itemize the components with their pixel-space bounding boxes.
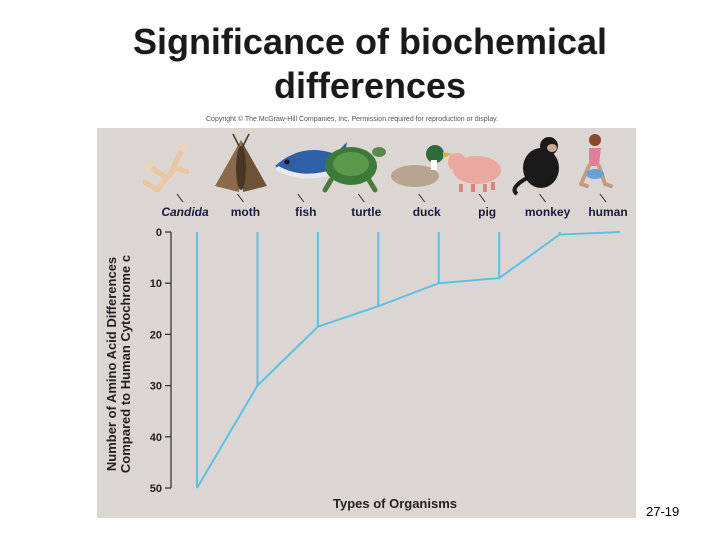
label-pointer-fish: [297, 193, 305, 203]
y-axis-title-line-1: Number of Amino Acid Differences: [104, 257, 119, 471]
label-pointer-monkey: [539, 193, 546, 203]
category-label-turtle: turtle: [351, 205, 381, 219]
copyright-notice: Copyright © The McGraw-Hill Companies, I…: [206, 116, 499, 123]
label-pointer-duck: [418, 193, 426, 203]
label-pointer-turtle: [357, 193, 365, 203]
y-tick-label-10: 10: [150, 278, 162, 290]
category-label-candida: Candida: [161, 205, 209, 219]
y-axis-tick-labels: 0 10 20 30 40 50: [150, 227, 162, 495]
title-line-2: differences: [273, 65, 467, 106]
y-tick-label-0: 0: [156, 227, 162, 239]
y-tick-label-30: 30: [150, 381, 162, 393]
x-axis-title: Types of Organisms: [333, 496, 457, 511]
turtle-illustration: [322, 147, 386, 193]
chart-panel: Candida moth fish turtle duck pig monkey human …: [97, 128, 636, 518]
category-label-monkey: monkey: [525, 205, 571, 219]
y-tick-label-40: 40: [150, 432, 162, 444]
organism-illustrations: [142, 133, 613, 196]
y-tick-label-20: 20: [150, 329, 162, 341]
label-pointer-candida: [176, 193, 184, 203]
slide-number: 27-19: [646, 504, 680, 519]
y-axis-ticks: [165, 231, 171, 489]
category-label-human: human: [588, 205, 627, 219]
label-pointer-human: [599, 193, 607, 203]
category-label-pig: pig: [478, 205, 496, 219]
candida-illustration: [142, 144, 190, 193]
category-label-duck: duck: [413, 205, 441, 219]
title-line-1: Significance of biochemical: [132, 21, 608, 62]
y-axis-title-line-2: Compared to Human Cytochrome c: [118, 255, 133, 473]
monkey-illustration: [512, 137, 559, 196]
human-illustration: [579, 134, 613, 188]
slide-title: Significance of biochemical differences: [60, 20, 680, 108]
y-tick-label-50: 50: [150, 483, 162, 495]
pig-illustration: [448, 153, 501, 192]
moth-illustration: [215, 133, 267, 192]
duck-illustration: [391, 145, 453, 187]
label-pointer-ticks: [176, 193, 607, 203]
difference-line: [196, 231, 621, 489]
label-pointer-moth: [237, 193, 244, 203]
cytochrome-c-chart: Candida moth fish turtle duck pig monkey human …: [104, 133, 628, 511]
drop-lines: [196, 232, 561, 488]
category-label-fish: fish: [295, 205, 316, 219]
organism-labels: Candida moth fish turtle duck pig monkey human: [161, 205, 627, 219]
label-pointer-pig: [478, 193, 486, 203]
category-label-moth: moth: [231, 205, 260, 219]
